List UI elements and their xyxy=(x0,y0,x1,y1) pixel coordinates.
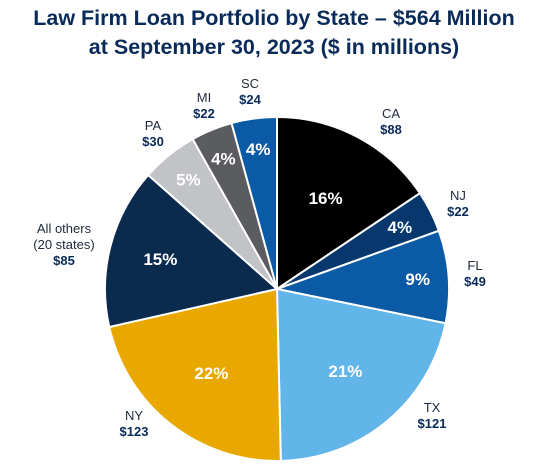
percent-label-mi: 4% xyxy=(211,150,236,169)
pie-slice-fl xyxy=(273,229,450,325)
percent-label-tx: 21% xyxy=(328,362,362,381)
category-label-ny: NY xyxy=(125,408,143,423)
category-label-ca: CA xyxy=(382,106,400,121)
chart-title-line-1: Law Firm Loan Portfolio by State – $564 … xyxy=(33,6,515,30)
percent-label-pa: 5% xyxy=(176,170,201,189)
percent-label-sc: 4% xyxy=(246,140,271,159)
percent-label-all-others: 15% xyxy=(143,250,177,269)
chart-title-line-2: at September 30, 2023 ($ in millions) xyxy=(88,35,460,59)
category-label-fl: FL xyxy=(467,258,482,273)
chart-title: Law Firm Loan Portfolio by State – $564 … xyxy=(0,4,548,62)
percent-label-ca: 16% xyxy=(309,189,343,208)
value-label-mi: $22 xyxy=(193,106,215,121)
category-label-pa: PA xyxy=(145,118,162,133)
percent-label-fl: 9% xyxy=(405,270,430,289)
value-label-tx: $121 xyxy=(418,416,447,431)
percent-label-ny: 22% xyxy=(194,364,228,383)
category-label-mi: MI xyxy=(197,90,211,105)
value-label-ca: $88 xyxy=(380,122,402,137)
value-label-pa: $30 xyxy=(142,134,164,149)
pie-slice-sc xyxy=(230,115,278,290)
category-label-all-others: All others xyxy=(37,221,92,236)
value-label-fl: $49 xyxy=(464,274,486,289)
value-label-nj: $22 xyxy=(447,204,469,219)
pie-slice-tx xyxy=(275,287,447,462)
value-label-ny: $123 xyxy=(120,424,149,439)
value-label-all-others: $85 xyxy=(53,253,75,268)
percent-label-nj: 4% xyxy=(388,218,413,237)
pie-slice-ny xyxy=(108,287,282,462)
category-label-sc: SC xyxy=(241,76,259,91)
category-label-tx: TX xyxy=(424,400,441,415)
category-label-nj: NJ xyxy=(450,188,466,203)
pie-slice-all-others xyxy=(104,173,280,329)
pie-percent-labels: 16% 4% 9% 21% 22% 15% 5% 4% 4% xyxy=(143,140,430,383)
value-label-sc: $24 xyxy=(239,92,261,107)
pie-slice-ca xyxy=(276,115,422,291)
pie-slices xyxy=(104,115,450,462)
category-sublabel-all-others: (20 states) xyxy=(33,237,94,252)
